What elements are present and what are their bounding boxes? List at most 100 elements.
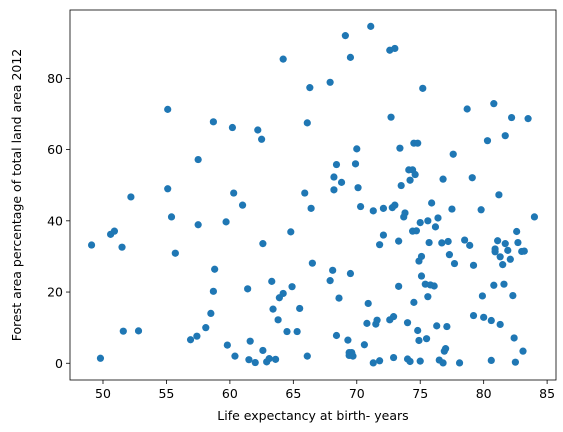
scatter-point (483, 137, 492, 145)
scatter-point (283, 327, 291, 336)
scatter-point (245, 356, 253, 364)
scatter-point (296, 304, 304, 313)
scatter-point (448, 205, 456, 213)
scatter-point (431, 223, 440, 231)
scatter-point (509, 292, 517, 300)
scatter-point (279, 55, 287, 63)
scatter-point (238, 201, 247, 209)
scatter-point (356, 202, 365, 211)
x-tick-label: 60 (222, 386, 238, 401)
scatter-point (520, 247, 528, 255)
scatter-point (373, 316, 381, 324)
scatter-point (439, 359, 447, 367)
scatter-point (223, 341, 231, 349)
scatter-point (443, 322, 451, 331)
scatter-point (445, 251, 454, 259)
scatter-point (87, 241, 96, 249)
scatter-point (209, 287, 217, 295)
scatter-point (480, 313, 488, 321)
scatter-point (389, 353, 398, 362)
scatter-point (524, 115, 532, 123)
scatter-point (424, 293, 432, 301)
scatter-point (514, 238, 522, 247)
scatter-point (127, 193, 135, 201)
scatter-point (439, 175, 447, 183)
scatter-point (287, 228, 295, 236)
scatter-point (500, 280, 508, 288)
scatter-point (501, 240, 509, 248)
scatter-point (490, 100, 498, 108)
scatter-point (251, 358, 259, 367)
scatter-point (419, 84, 427, 92)
scatter-point (186, 336, 195, 344)
y-tick-label: 0 (55, 356, 63, 371)
scatter-point (303, 352, 311, 360)
scatter-point (401, 209, 409, 217)
scatter-point (414, 326, 422, 335)
scatter-point (391, 201, 399, 209)
scatter-point (491, 245, 499, 253)
scatter-point (367, 22, 375, 30)
scatter-point (293, 327, 301, 336)
x-axis-ticks: 50 55 60 65 70 75 80 85 (95, 380, 555, 401)
scatter-point (455, 359, 464, 367)
scatter-point (194, 221, 202, 229)
scatter-point (306, 84, 314, 92)
x-tick-label: 80 (476, 386, 492, 401)
scatter-point (450, 259, 459, 268)
scatter-point (406, 176, 414, 184)
scatter-point (353, 145, 361, 153)
scatter-point (424, 217, 432, 225)
scatter-point (337, 178, 346, 186)
y-tick-label: 80 (47, 71, 63, 86)
scatter-point (329, 266, 337, 274)
scatter-point (164, 105, 172, 113)
y-axis-label: Forest area percentage of total land are… (9, 49, 24, 342)
scatter-point (209, 118, 217, 126)
scatter-point (395, 282, 403, 290)
x-tick-label: 55 (158, 386, 174, 401)
scatter-point (449, 150, 457, 158)
scatter-point (326, 277, 334, 285)
x-tick-label: 75 (412, 386, 428, 401)
scatter-point (202, 324, 210, 332)
scatter-point (438, 239, 446, 247)
x-tick-label: 70 (349, 386, 365, 401)
data-points (87, 22, 539, 367)
scatter-point (259, 346, 267, 355)
scatter-point (363, 319, 371, 327)
scatter-point (496, 253, 504, 261)
scatter-point (499, 261, 507, 269)
scatter-point (271, 355, 280, 363)
scatter-point (364, 299, 372, 308)
scatter-point (354, 184, 362, 192)
scatter-point (288, 283, 296, 291)
scatter-point (422, 335, 431, 343)
scatter-point (507, 113, 516, 122)
scatter-point (506, 255, 514, 263)
scatter-point (246, 337, 254, 345)
scatter-point (376, 357, 384, 365)
scatter-point (430, 282, 438, 290)
x-tick-label: 85 (539, 386, 555, 401)
scatter-point (469, 311, 478, 320)
scatter-point (478, 292, 486, 300)
scatter-point (134, 327, 143, 335)
scatter-point (403, 319, 412, 327)
scatter-point (330, 186, 338, 194)
scatter-point (406, 357, 414, 366)
scatter-point (164, 185, 172, 193)
scatter-point (511, 358, 519, 366)
scatter-point (268, 277, 276, 285)
scatter-point (326, 78, 334, 86)
scatter-point (442, 345, 450, 353)
scatter-point (96, 354, 105, 362)
scatter-point (416, 219, 424, 227)
scatter-point (171, 249, 179, 257)
scatter-point (466, 241, 474, 249)
scatter-point (397, 181, 405, 190)
scatter-point (231, 352, 239, 360)
scatter-point (487, 316, 495, 325)
scatter-point (376, 241, 384, 249)
